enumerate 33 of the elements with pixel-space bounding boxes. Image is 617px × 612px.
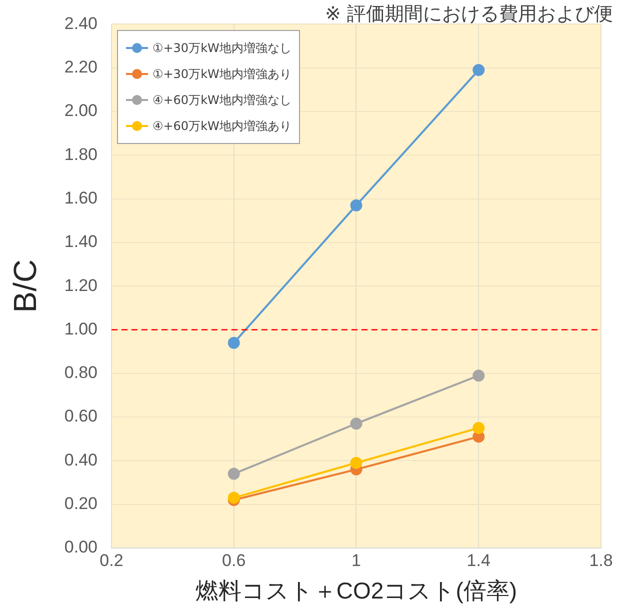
x-tick-label: 1.4 (466, 550, 490, 570)
y-tick-label: 1.60 (64, 188, 98, 208)
x-tick-label: 1 (352, 550, 361, 570)
y-tick-label: 1.00 (64, 319, 98, 338)
y-tick-label: 0.60 (64, 406, 98, 426)
point (228, 336, 240, 349)
legend-label: ①+30万kW地内増強あり (152, 66, 292, 83)
y-tick-label: 0.00 (64, 538, 98, 557)
y-tick-label: 1.40 (64, 232, 98, 252)
y-tick-label: 1.20 (64, 276, 98, 295)
legend-label: ①+30万kW地内増強なし (152, 40, 292, 57)
x-tick-label: 0.2 (100, 550, 124, 570)
y-tick-label: 1.80 (64, 144, 98, 164)
x-axis-title: 燃料コスト＋CO2コスト(倍率) (195, 578, 518, 604)
point (350, 199, 362, 212)
chart-title: ※ 評価期間における費用および便 (325, 2, 613, 27)
y-tick-label: 2.00 (64, 101, 98, 120)
legend-label: ④+60万kW地内増強あり (152, 118, 292, 135)
point (472, 370, 485, 382)
x-tick-label: 1.8 (589, 550, 613, 570)
y-tick-label: 2.40 (64, 14, 98, 33)
legend-label: ④+60万kW地内増強なし (152, 92, 292, 109)
point (228, 468, 240, 480)
point (350, 456, 362, 469)
x-tick-label: 0.6 (222, 550, 246, 570)
point (472, 422, 485, 434)
y-tick-label: 0.40 (64, 450, 98, 470)
point (472, 64, 485, 76)
y-tick-label: 0.80 (64, 363, 98, 382)
point (350, 418, 362, 430)
y-tick-label: 0.20 (64, 494, 98, 514)
y-axis-title: B/C (7, 259, 44, 313)
y-tick-label: 2.20 (64, 58, 98, 77)
